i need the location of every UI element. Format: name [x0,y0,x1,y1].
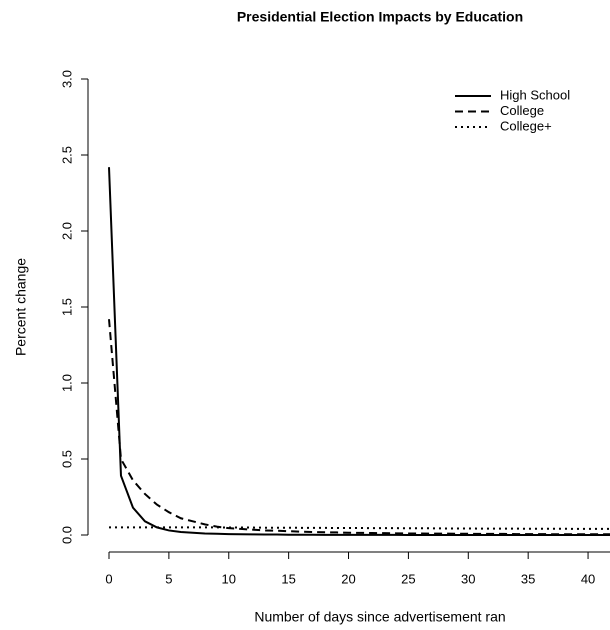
series-line [109,526,610,530]
legend-label: High School [500,87,570,102]
y-tick-label: 2.5 [59,146,74,164]
series-line [108,167,610,536]
chart-title: Presidential Election Impacts by Educati… [237,9,523,25]
y-tick-label: 0.5 [59,450,74,468]
y-tick-label: 2.0 [59,222,74,240]
x-tick-label: 10 [222,571,236,586]
x-axis-label: Number of days since advertisement ran [254,609,505,625]
y-tick-label: 3.0 [59,70,74,88]
y-tick-label: 1.5 [59,298,74,316]
x-tick-label: 25 [401,571,415,586]
x-tick-label: 40 [581,571,595,586]
x-tick-label: 15 [281,571,295,586]
series-line [108,319,610,536]
x-tick-label: 20 [341,571,355,586]
legend-label: College+ [500,118,552,133]
x-tick-label: 30 [461,571,475,586]
x-tick-label: 35 [521,571,535,586]
y-axis-label: Percent change [13,258,29,356]
legend-label: College [500,103,544,118]
x-tick-label: 5 [165,571,172,586]
y-tick-label: 0.0 [59,526,74,544]
x-tick-label: 0 [105,571,112,586]
y-tick-label: 1.0 [59,374,74,392]
